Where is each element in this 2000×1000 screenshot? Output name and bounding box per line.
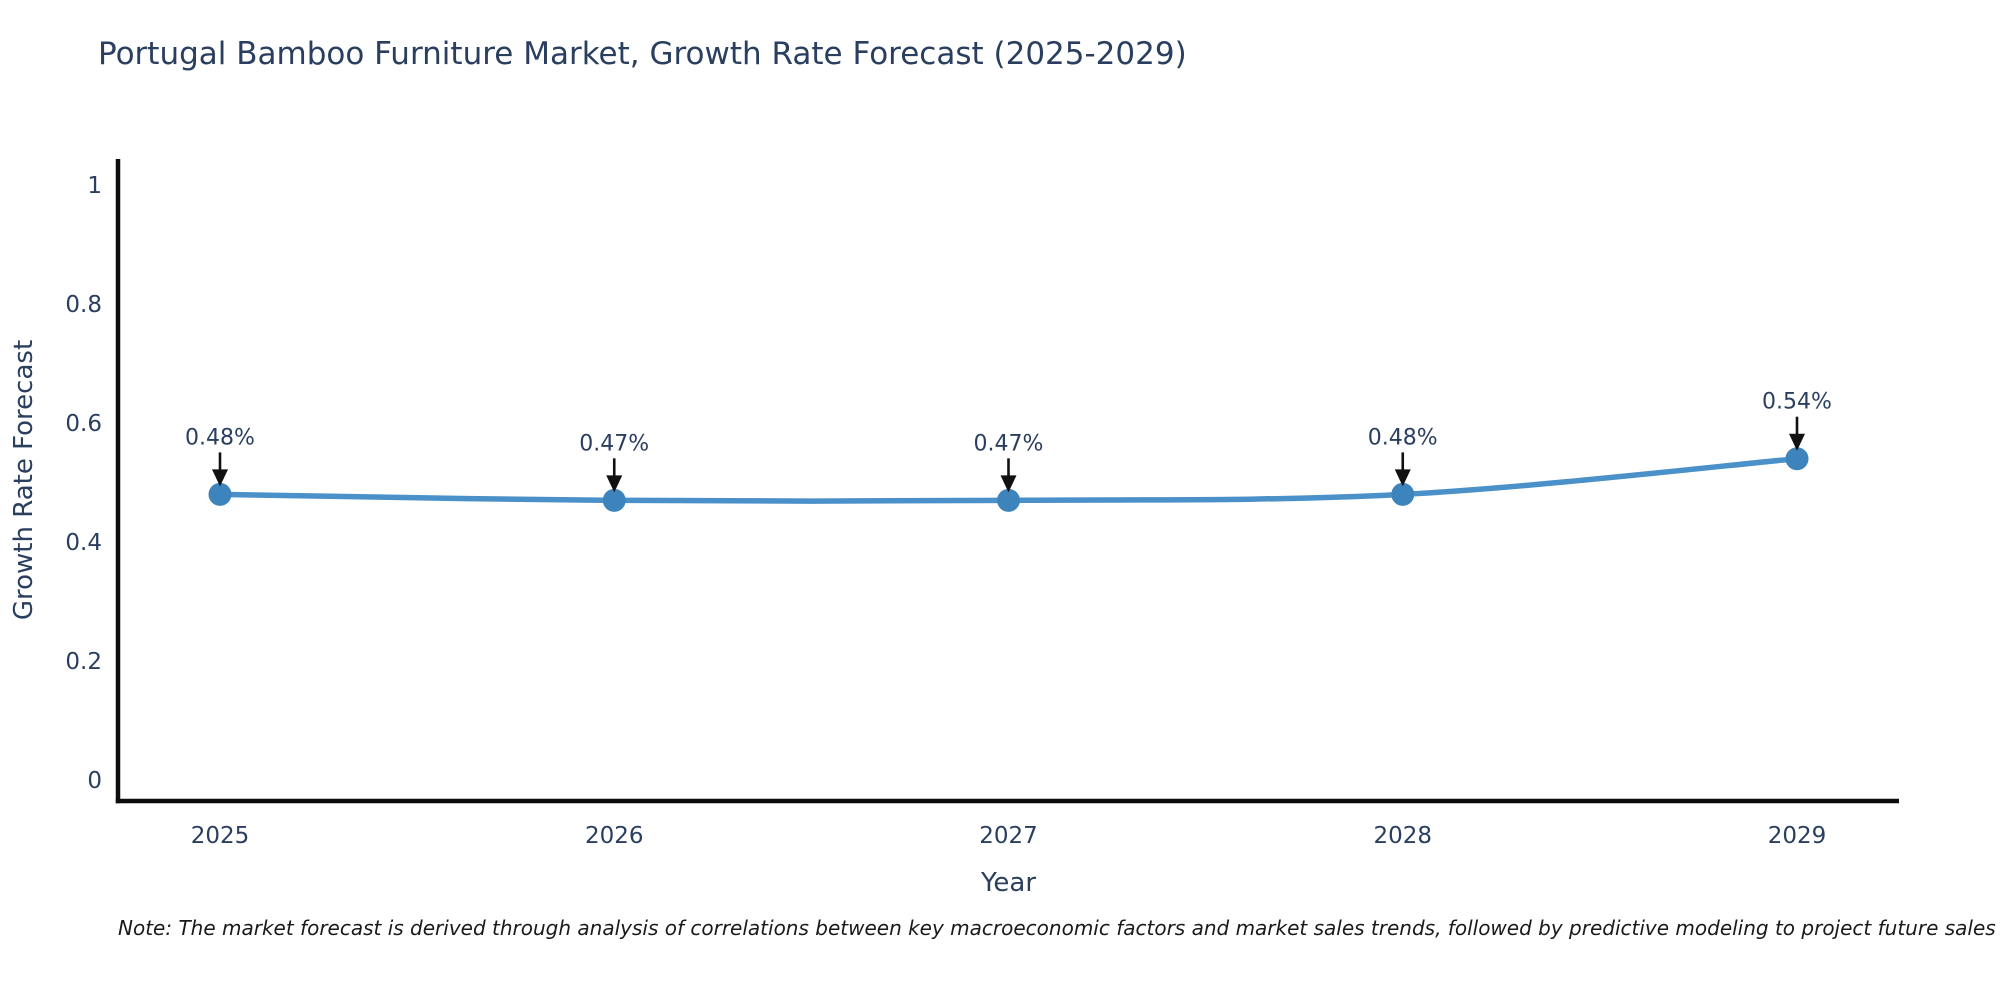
annotation-arrowhead-icon: [606, 475, 623, 493]
y-tick-label: 0.6: [65, 411, 102, 437]
annotation-arrowhead-icon: [1789, 433, 1805, 451]
chart-title: Portugal Bamboo Furniture Market, Growth…: [98, 36, 1187, 72]
data-point-marker[interactable]: [1785, 447, 1809, 471]
y-axis-title: Growth Rate Forecast: [9, 340, 39, 620]
y-tick-label: 0: [87, 768, 102, 794]
point-value-label: 0.48%: [185, 425, 255, 450]
annotation-arrowhead-icon: [212, 469, 228, 487]
x-tick-label: 2026: [585, 823, 644, 849]
point-value-label: 0.47%: [579, 431, 649, 456]
footnote: Note: The market forecast is derived thr…: [118, 916, 1996, 940]
data-point-marker[interactable]: [997, 488, 1020, 512]
data-point-marker[interactable]: [208, 482, 232, 506]
point-value-label: 0.47%: [974, 431, 1044, 456]
y-tick-label: 0.8: [65, 292, 102, 318]
x-tick-label: 2029: [1768, 823, 1827, 849]
y-tick-label: 0.2: [65, 649, 102, 675]
x-axis-title: Year: [980, 868, 1036, 898]
x-tick-label: 2025: [191, 823, 250, 849]
y-tick-label: 1: [87, 173, 102, 199]
y-tick-label: 0.4: [65, 530, 102, 556]
data-point-marker[interactable]: [602, 488, 626, 512]
point-value-label: 0.48%: [1368, 425, 1438, 450]
point-value-label: 0.54%: [1762, 390, 1832, 415]
x-tick-label: 2027: [979, 823, 1038, 849]
annotation-arrowhead-icon: [1000, 475, 1017, 493]
annotation-arrowhead-icon: [1394, 469, 1411, 487]
data-point-marker[interactable]: [1391, 482, 1415, 506]
x-tick-label: 2028: [1373, 823, 1432, 849]
